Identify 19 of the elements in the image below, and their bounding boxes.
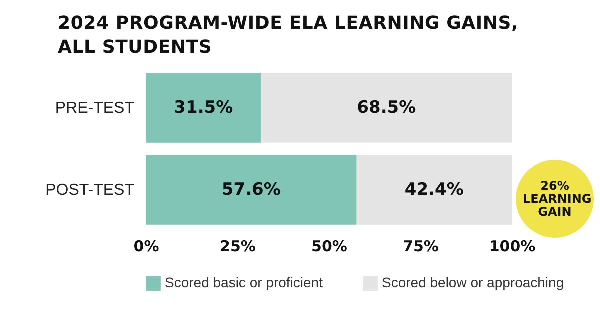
y-tick-label: POST-TEST [46,182,135,200]
chart-title: 2024 PROGRAM-WIDE ELA LEARNING GAINS, ALL STUDENTS [58,12,520,60]
y-tick-label: PRE-TEST [55,100,135,117]
x-tick-label: 100% [489,238,536,256]
legend-label: Scored basic or proficient [165,274,324,291]
badge: 26% LEARNING GAIN [516,160,594,238]
bar [146,155,357,225]
bar [356,155,512,225]
data-label: 42.4% [404,180,464,200]
x-tick-label: 50% [312,238,348,256]
data-label: 57.6% [222,180,281,200]
data-label: 31.5% [174,98,234,118]
data-label: 68.5% [357,98,416,118]
x-tick-label: 0% [134,238,160,256]
bar [146,73,262,143]
x-tick-label: 75% [403,238,439,256]
legend-label: Scored below or approaching [382,274,564,291]
x-tick-label: 25% [220,238,256,256]
bar [261,73,512,143]
